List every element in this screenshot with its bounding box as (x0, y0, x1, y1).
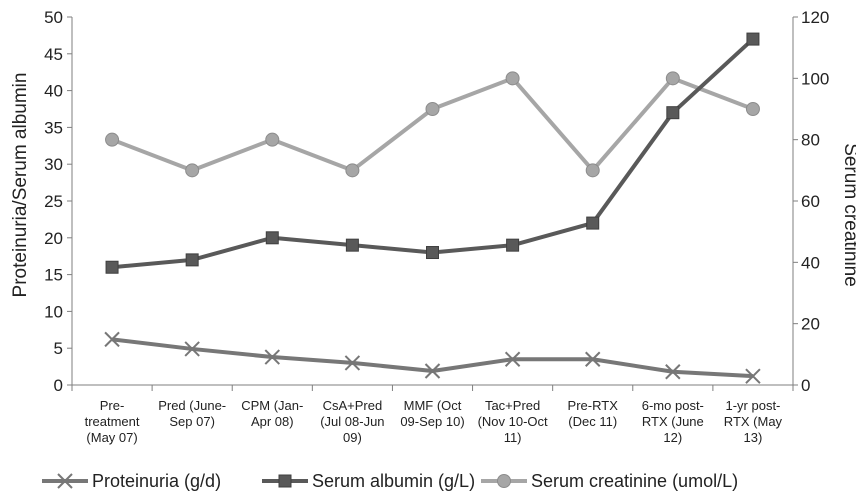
data-point (265, 132, 280, 147)
right-tick-label: 80 (801, 131, 820, 150)
series-2 (105, 71, 760, 178)
right-tick-label: 20 (801, 315, 820, 334)
data-point (185, 163, 200, 178)
series-0 (104, 331, 761, 384)
data-point (665, 71, 680, 86)
x-tick-label: 1-yr post-RTX (May 13) (724, 398, 783, 445)
x-tick-label: Pred (June-Sep 07) (158, 398, 226, 429)
x-axis-ticks: Pre-treatment (May 07) Pred (June-Sep 07) C… (71, 385, 794, 445)
left-tick-label: 0 (54, 376, 63, 395)
data-point (505, 71, 520, 86)
data-point (105, 132, 120, 147)
left-tick-label: 15 (44, 266, 63, 285)
data-point (424, 363, 441, 379)
series-1 (105, 32, 760, 274)
left-tick-label: 25 (44, 192, 63, 211)
x-tick-label: MMF (Oct 09-Sep 10) (400, 398, 464, 429)
data-point (105, 260, 119, 274)
x-tick-label: Tac+Pred (Nov 10-Oct 11) (478, 398, 548, 445)
data-point (184, 341, 200, 357)
left-tick-label: 30 (44, 155, 63, 174)
legend-swatch-marker (57, 473, 73, 489)
data-point (506, 238, 520, 252)
legend-swatch-marker (497, 474, 511, 488)
left-tick-label: 35 (44, 118, 63, 137)
legend-item: Proteinuria (g/d) (42, 471, 221, 491)
left-tick-label: 10 (44, 302, 63, 321)
left-axis-ticks: 0 5 10 15 20 25 30 35 40 45 50 (44, 8, 72, 395)
x-tick-label: 6-mo post-RTX (June 12) (642, 398, 704, 445)
legend-item: Serum creatinine (umol/L) (481, 471, 738, 491)
data-point (426, 246, 439, 260)
left-tick-label: 50 (44, 8, 63, 27)
left-tick-label: 20 (44, 229, 63, 248)
legend-item: Serum albumin (g/L) (262, 471, 475, 491)
series-line (111, 37, 755, 270)
x-tick-label: CPM (Jan-Apr 08) (241, 398, 303, 429)
axes (71, 17, 794, 386)
data-point (745, 368, 761, 384)
left-tick-label: 5 (54, 339, 63, 358)
data-point (586, 216, 600, 230)
data-point (345, 163, 360, 178)
legend-label: Serum creatinine (umol/L) (531, 471, 738, 491)
right-axis-title: Serum creatinine (840, 143, 856, 287)
right-tick-label: 100 (801, 69, 829, 88)
data-point (585, 163, 600, 178)
left-tick-label: 45 (44, 45, 63, 64)
data-point (185, 253, 199, 267)
data-point (425, 102, 440, 116)
right-tick-label: 120 (801, 8, 829, 27)
data-point (745, 102, 760, 116)
series-layer (104, 32, 761, 384)
left-tick-label: 40 (44, 82, 63, 101)
data-point (585, 351, 601, 367)
right-tick-label: 0 (801, 376, 810, 395)
data-point (344, 355, 361, 371)
legend-label: Serum albumin (g/L) (312, 471, 475, 491)
right-axis-ticks: 0 20 40 60 80 100 120 (793, 8, 829, 395)
left-axis-title: Proteinuria/Serum albumin (10, 73, 31, 298)
series-line (111, 76, 754, 173)
data-point (666, 106, 680, 120)
data-point (264, 349, 280, 365)
x-tick-label: Pre-RTX (Dec 11) (568, 398, 619, 429)
right-tick-label: 40 (801, 253, 820, 272)
data-point (265, 231, 279, 245)
right-tick-label: 60 (801, 192, 820, 211)
data-point (665, 364, 681, 380)
x-tick-label: CsA+Pred (Jul 08-Jun 09) (320, 398, 384, 445)
data-point (746, 32, 760, 46)
legend: Proteinuria (g/d) Serum albumin (g/L) Seru… (42, 471, 738, 491)
data-point (504, 351, 521, 367)
data-point (345, 238, 359, 252)
data-point (104, 331, 120, 348)
legend-swatch-marker (278, 474, 292, 488)
x-tick-label: Pre-treatment (May 07) (85, 398, 140, 445)
legend-label: Proteinuria (g/d) (92, 471, 221, 491)
